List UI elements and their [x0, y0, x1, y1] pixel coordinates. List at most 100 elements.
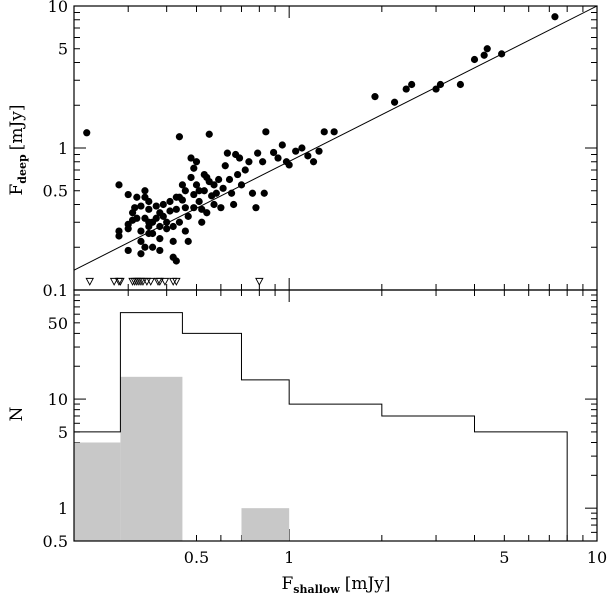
data-point: [203, 209, 211, 217]
data-point: [217, 204, 225, 212]
upper-limit-marker: [146, 277, 155, 286]
scatter-y-axis-title: Fdeep[mJy]: [7, 105, 29, 196]
histogram-y-tick-labels: 0.5 1 5 10 50: [43, 314, 68, 551]
data-point: [480, 51, 488, 59]
data-point: [254, 149, 262, 157]
scatter-points: [83, 13, 559, 265]
data-point: [181, 227, 189, 235]
data-point: [278, 141, 286, 149]
data-point: [175, 218, 184, 226]
data-point: [124, 190, 132, 199]
data-point: [198, 218, 206, 226]
data-point: [320, 128, 328, 136]
data-point: [259, 158, 267, 166]
data-point: [172, 205, 180, 213]
data-point: [169, 237, 177, 245]
data-point: [172, 257, 180, 265]
data-point: [252, 204, 260, 212]
data-point: [166, 197, 174, 206]
data-point: [221, 162, 229, 170]
data-point: [235, 154, 244, 162]
data-point: [133, 214, 141, 222]
data-point: [292, 147, 300, 155]
data-point: [181, 187, 189, 195]
data-point: [456, 80, 465, 89]
scatter-y-tick-labels: 0.1 0.5 1 5 10: [43, 0, 68, 300]
data-point: [137, 202, 145, 210]
upper-limit-marker: [116, 277, 125, 286]
data-point: [184, 237, 192, 245]
data-point: [187, 173, 195, 182]
data-point: [215, 175, 223, 184]
data-point: [190, 190, 198, 199]
data-point: [166, 207, 174, 215]
data-point: [237, 181, 246, 189]
data-point: [137, 227, 145, 235]
histogram-panel: 0.5 1 5 10 50 0.5 1 5 10 N Fshallow [mJy]: [7, 289, 607, 596]
data-point: [115, 227, 123, 235]
data-point: [187, 154, 195, 162]
x-tick-label: 1: [284, 548, 294, 567]
data-point: [192, 181, 201, 189]
data-point: [141, 243, 149, 251]
y-tick-label: 1: [58, 499, 68, 518]
filled-bar: [74, 442, 121, 541]
data-point: [432, 85, 440, 93]
histogram-frame: [73, 289, 598, 542]
upper-limit-markers: [85, 277, 264, 286]
x-tick-label: 0.5: [184, 548, 209, 567]
upper-limit-marker: [255, 277, 264, 286]
data-point: [198, 205, 206, 213]
data-point: [148, 243, 157, 251]
data-point: [137, 250, 145, 258]
data-point: [178, 181, 187, 189]
data-point: [178, 196, 187, 204]
data-point: [159, 212, 167, 220]
y-tick-label: 0.5: [43, 182, 68, 201]
upper-limit-marker: [109, 277, 119, 286]
data-point: [181, 204, 189, 212]
upper-limit-marker: [85, 277, 94, 286]
data-point: [219, 184, 227, 192]
data-point: [133, 193, 141, 201]
data-point: [274, 154, 282, 162]
y-tick-label: 50: [48, 314, 68, 333]
data-point: [330, 128, 338, 136]
data-point: [309, 158, 318, 166]
y-tick-label: 10: [48, 390, 68, 409]
data-point: [371, 93, 379, 101]
data-point: [184, 212, 192, 220]
data-point: [200, 187, 208, 195]
data-point: [230, 200, 238, 209]
data-point: [551, 13, 559, 21]
data-point: [304, 152, 312, 160]
data-point: [175, 133, 184, 141]
data-point: [156, 246, 164, 255]
data-point: [408, 80, 416, 89]
data-point: [205, 130, 213, 138]
x-tick-label: 10: [587, 548, 607, 567]
data-point: [152, 202, 160, 210]
data-point: [137, 237, 145, 245]
data-point: [115, 181, 123, 189]
y-tick-label: 1: [58, 139, 68, 158]
data-point: [225, 175, 234, 184]
data-point: [245, 158, 253, 166]
data-point: [159, 200, 167, 209]
data-point: [163, 218, 171, 226]
data-point: [470, 55, 479, 64]
data-point: [131, 204, 139, 212]
data-point: [190, 164, 198, 172]
data-point: [390, 98, 399, 106]
histogram-x-tick-labels: 0.5 1 5 10: [184, 548, 607, 567]
data-point: [234, 170, 242, 179]
scatter-panel: 0.1 0.5 1 5 10 Fdeep[mJy]: [7, 0, 598, 300]
data-point: [195, 187, 203, 195]
data-point: [483, 45, 491, 53]
upper-limit-marker: [155, 277, 165, 286]
filled-bar: [241, 508, 290, 541]
upper-limit-marker: [172, 277, 181, 286]
data-point: [285, 161, 293, 169]
data-point: [156, 235, 164, 243]
